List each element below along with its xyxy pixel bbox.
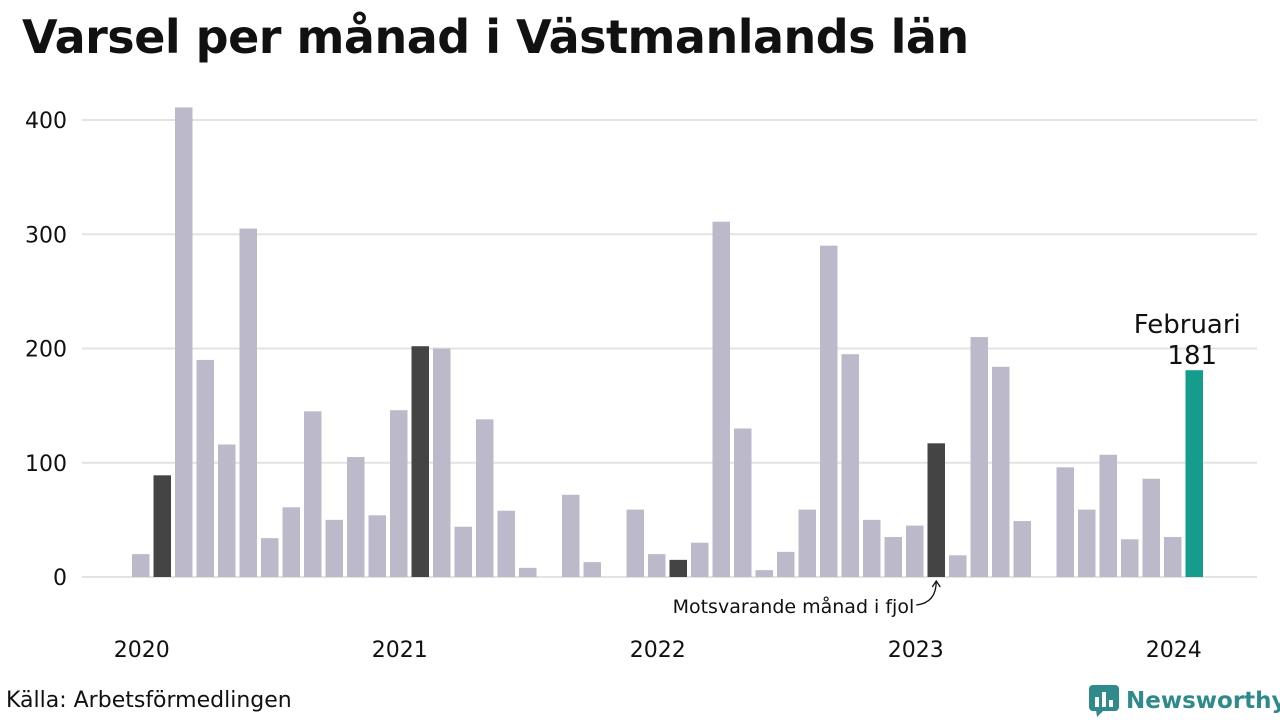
bar-2024-02 <box>1185 370 1203 577</box>
bar-2024-01 <box>1164 537 1182 577</box>
annotation-arrowhead <box>931 579 941 588</box>
x-tick-label: 2024 <box>1146 638 1202 663</box>
y-tick-label: 0 <box>53 566 67 591</box>
bar-2022-07 <box>777 551 795 577</box>
current-value-label: 181 <box>1167 341 1217 371</box>
bar-2021-02 <box>411 346 429 577</box>
bar-2022-01 <box>648 554 666 577</box>
bar-2020-09 <box>304 411 322 577</box>
chart-title: Varsel per månad i Västmanlands län <box>22 10 969 64</box>
bar-2022-11 <box>863 519 881 577</box>
bar-2020-07 <box>261 538 279 577</box>
bar-2023-04 <box>970 337 988 577</box>
bar-2021-05 <box>476 419 494 577</box>
y-tick-label: 200 <box>25 338 67 363</box>
bar-chart: 0 100 200 300 400 2020 2021 2022 2023 2024 Febru… <box>25 107 1257 663</box>
bar-2021-12 <box>626 509 644 577</box>
x-tick-label: 2020 <box>114 638 170 663</box>
bar-2021-03 <box>433 348 451 577</box>
current-month-label: Februari <box>1134 310 1241 340</box>
bar-2022-10 <box>841 354 859 577</box>
x-tick-label: 2021 <box>372 638 428 663</box>
bar-2020-11 <box>347 457 365 577</box>
bar-chart-speech-icon <box>1089 685 1119 717</box>
bar-2022-03 <box>691 542 709 577</box>
bar-2020-02 <box>153 475 171 577</box>
bar-2020-12 <box>368 515 386 577</box>
bar-2021-01 <box>390 410 408 577</box>
bar-2023-10 <box>1099 454 1117 577</box>
y-tick-label: 300 <box>25 223 67 248</box>
bar-2022-02 <box>669 559 687 577</box>
bar-2022-04 <box>712 221 730 577</box>
bar-2023-02 <box>927 443 945 577</box>
bar-2020-10 <box>325 519 343 577</box>
bar-2020-04 <box>196 359 214 577</box>
bar-2020-06 <box>239 228 257 577</box>
bar-2023-03 <box>949 555 967 577</box>
y-axis: 0 100 200 300 400 <box>25 109 67 591</box>
bar-2023-06 <box>1013 521 1031 577</box>
x-axis: 2020 2021 2022 2023 2024 <box>114 638 1202 663</box>
bar-2022-12 <box>884 537 902 577</box>
bar-2020-01 <box>132 554 150 577</box>
newsworthy-logo: Newsworthy <box>1088 684 1280 718</box>
y-tick-label: 100 <box>25 452 67 477</box>
bar-2022-06 <box>755 570 773 577</box>
x-tick-label: 2022 <box>630 638 686 663</box>
gridlines <box>82 119 1257 578</box>
bar-2021-10 <box>583 562 601 577</box>
y-tick-label: 400 <box>25 109 67 134</box>
bar-2023-11 <box>1121 539 1139 577</box>
bar-2020-08 <box>282 507 300 577</box>
annotations: Februari 181 Motsvarande månad i fjol <box>673 310 1241 618</box>
bar-2023-01 <box>906 525 924 577</box>
bar-2022-08 <box>798 509 816 577</box>
bar-2021-06 <box>497 510 515 577</box>
bar-2022-09 <box>820 245 838 578</box>
bar-2021-07 <box>519 567 537 577</box>
brand-name: Newsworthy <box>1126 688 1280 714</box>
bar-2021-04 <box>454 526 472 577</box>
source-label: Källa: Arbetsförmedlingen <box>6 688 292 713</box>
bar-2023-05 <box>992 366 1010 577</box>
bar-2023-12 <box>1142 478 1160 577</box>
annotation-arrow <box>916 580 937 606</box>
bar-2020-03 <box>175 107 193 578</box>
bar-2022-05 <box>734 428 752 577</box>
previous-year-note: Motsvarande månad i fjol <box>673 595 915 618</box>
bar-2021-09 <box>562 494 580 577</box>
bar-2023-08 <box>1056 467 1074 577</box>
bar-2020-05 <box>218 444 236 577</box>
bars <box>132 107 1203 578</box>
x-tick-label: 2023 <box>888 638 944 663</box>
bar-2023-09 <box>1078 509 1096 577</box>
